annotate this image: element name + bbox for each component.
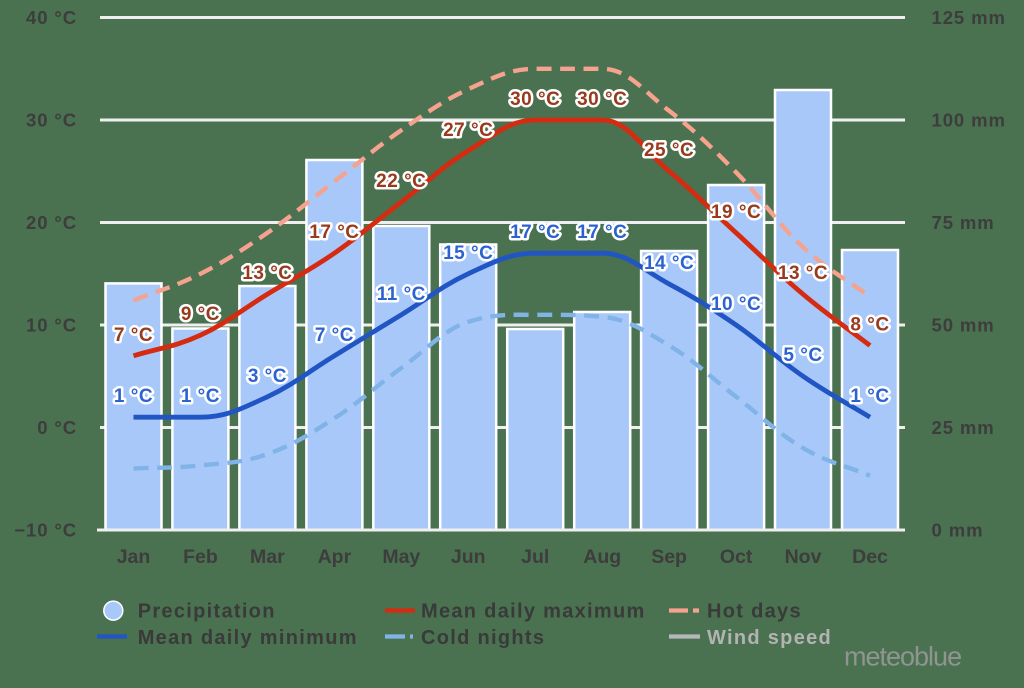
- svg-text:100 mm: 100 mm: [932, 110, 1006, 131]
- svg-text:13 °C: 13 °C: [242, 263, 292, 284]
- svg-text:8 °C: 8 °C: [850, 315, 889, 336]
- svg-text:0 mm: 0 mm: [932, 520, 984, 541]
- svg-text:Feb: Feb: [183, 546, 218, 568]
- svg-text:Jul: Jul: [521, 546, 549, 568]
- svg-text:Mean daily maximum: Mean daily maximum: [421, 601, 646, 623]
- svg-text:1 °C: 1 °C: [114, 386, 153, 407]
- svg-text:14 °C: 14 °C: [644, 253, 694, 274]
- svg-text:27 °C: 27 °C: [443, 120, 493, 141]
- svg-text:25 °C: 25 °C: [644, 140, 694, 161]
- svg-text:Hot days: Hot days: [707, 601, 802, 623]
- svg-text:125 mm: 125 mm: [932, 7, 1006, 28]
- svg-text:Apr: Apr: [318, 546, 352, 568]
- svg-text:17 °C: 17 °C: [309, 222, 359, 243]
- svg-text:Mean daily minimum: Mean daily minimum: [138, 627, 358, 649]
- svg-text:50 mm: 50 mm: [932, 315, 995, 336]
- svg-text:30 °C: 30 °C: [510, 89, 560, 110]
- svg-text:1 °C: 1 °C: [181, 386, 220, 407]
- svg-text:1 °C: 1 °C: [850, 386, 889, 407]
- svg-text:Precipitation: Precipitation: [138, 601, 276, 623]
- svg-text:0 °C: 0 °C: [37, 417, 77, 438]
- svg-text:Oct: Oct: [720, 546, 753, 568]
- svg-text:May: May: [382, 546, 420, 568]
- svg-text:11 °C: 11 °C: [377, 284, 426, 305]
- svg-text:19 °C: 19 °C: [711, 202, 761, 223]
- svg-text:15 °C: 15 °C: [443, 243, 493, 264]
- svg-text:22 °C: 22 °C: [376, 171, 426, 192]
- svg-text:30 °C: 30 °C: [26, 110, 77, 131]
- svg-text:9 °C: 9 °C: [181, 304, 220, 325]
- svg-text:Wind speed: Wind speed: [707, 627, 832, 649]
- svg-text:Jan: Jan: [117, 546, 151, 568]
- svg-text:5 °C: 5 °C: [783, 345, 822, 366]
- svg-text:75 mm: 75 mm: [932, 212, 995, 233]
- svg-text:Aug: Aug: [583, 546, 621, 568]
- svg-text:13 °C: 13 °C: [778, 263, 828, 284]
- svg-text:40 °C: 40 °C: [26, 7, 77, 28]
- svg-text:Cold nights: Cold nights: [421, 627, 545, 649]
- svg-text:17 °C: 17 °C: [510, 222, 560, 243]
- svg-text:25 mm: 25 mm: [932, 417, 995, 438]
- svg-text:20 °C: 20 °C: [26, 212, 77, 233]
- svg-text:17 °C: 17 °C: [577, 222, 627, 243]
- svg-text:−10 °C: −10 °C: [14, 520, 77, 541]
- svg-text:Mar: Mar: [250, 546, 285, 568]
- svg-text:Sep: Sep: [651, 546, 687, 568]
- svg-text:30 °C: 30 °C: [577, 89, 627, 110]
- svg-text:10 °C: 10 °C: [26, 315, 77, 336]
- svg-text:Nov: Nov: [785, 546, 822, 568]
- svg-text:Dec: Dec: [852, 546, 888, 568]
- svg-text:7 °C: 7 °C: [315, 325, 354, 346]
- svg-text:Jun: Jun: [451, 546, 486, 568]
- svg-text:meteoblue: meteoblue: [844, 642, 961, 672]
- svg-text:3 °C: 3 °C: [248, 366, 287, 387]
- svg-text:7 °C: 7 °C: [114, 325, 153, 346]
- svg-text:10 °C: 10 °C: [711, 294, 761, 315]
